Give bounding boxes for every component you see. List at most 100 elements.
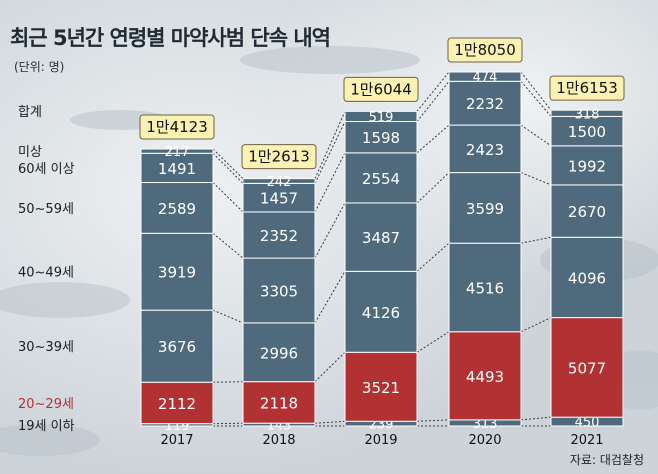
bar-segment-2017-30~39세 xyxy=(140,309,214,383)
connector-line xyxy=(416,124,450,154)
value-label: 1992 xyxy=(568,157,606,175)
value-label: 2670 xyxy=(568,203,606,221)
value-label: 5077 xyxy=(568,359,606,377)
x-tick-label: 2017 xyxy=(160,433,193,448)
value-label: 4516 xyxy=(466,279,504,297)
total-label: 1만2613 xyxy=(248,148,310,166)
bar-segment-2017-60세 이상 xyxy=(140,152,214,184)
connector-line xyxy=(416,172,450,204)
value-label: 1457 xyxy=(260,190,298,208)
connector-line xyxy=(212,309,244,324)
value-label: 2554 xyxy=(362,170,400,188)
value-label: 318 xyxy=(575,107,600,122)
connector-line xyxy=(520,416,552,421)
value-label: 2232 xyxy=(466,95,504,113)
value-label: 3919 xyxy=(158,264,196,282)
legend-label: 60세 이상 xyxy=(18,162,75,177)
value-label: 2352 xyxy=(260,227,298,245)
connector-line xyxy=(416,80,450,122)
value-label: 450 xyxy=(575,416,600,431)
value-label: 1598 xyxy=(362,129,400,147)
bar-segment-2019-40~49세 xyxy=(344,202,418,272)
value-label: 3676 xyxy=(158,338,196,356)
total-label: 1만6153 xyxy=(556,79,618,97)
connector-line xyxy=(212,152,244,184)
value-label: 3305 xyxy=(260,282,298,300)
value-label: 474 xyxy=(473,71,498,86)
bar-segment-2017-미상 xyxy=(140,148,214,154)
legend-label: 합계 xyxy=(18,105,42,120)
connector-line xyxy=(520,124,552,147)
bar-segment-2021-60세 이상 xyxy=(550,115,624,147)
bar-segment-2018-60세 이상 xyxy=(242,182,316,213)
total-label: 1만6044 xyxy=(350,80,412,98)
bar-segment-2021-미상 xyxy=(550,109,624,117)
bar-segment-2019-60세 이상 xyxy=(344,121,418,154)
bar-segment-2018-50~59세 xyxy=(242,211,316,259)
connector-line xyxy=(416,419,450,422)
bar-segment-2021-40~49세 xyxy=(550,184,624,238)
source-label: 자료: 대검찰청 xyxy=(569,453,644,467)
legend-label: 40~49세 xyxy=(18,266,74,281)
value-label: 1491 xyxy=(158,160,196,178)
value-label: 3521 xyxy=(362,379,400,397)
total-label: 1만8050 xyxy=(454,41,516,59)
value-label: 217 xyxy=(165,145,190,160)
total-box xyxy=(343,76,419,102)
x-tick-label: 2021 xyxy=(570,433,603,448)
connector-line xyxy=(520,236,552,244)
bar-segment-2021-20~29세 xyxy=(550,317,624,418)
value-label: 3599 xyxy=(466,200,504,218)
connector-line xyxy=(314,271,346,324)
legend-label: 50~59세 xyxy=(18,202,74,217)
connector-line xyxy=(212,232,244,259)
connector-line xyxy=(416,242,450,272)
bar-segment-2019-20~29세 xyxy=(344,351,418,422)
total-label: 1만4123 xyxy=(146,118,208,136)
bar-segment-2018-미상 xyxy=(242,178,316,184)
bar-segment-2020-미상 xyxy=(448,71,522,82)
bar-segment-2017-40~49세 xyxy=(140,232,214,311)
value-label: 2112 xyxy=(158,395,196,413)
connector-line xyxy=(212,182,244,213)
unit-label: (단위: 명) xyxy=(14,60,65,74)
connector-line xyxy=(314,111,346,179)
value-label: 2589 xyxy=(158,200,196,218)
legend-label: 미상 xyxy=(18,145,42,160)
total-box xyxy=(139,114,215,140)
connector-line xyxy=(416,71,450,112)
connector-line xyxy=(212,148,244,179)
legend-label: 30~39세 xyxy=(18,340,74,355)
bar-segment-2017-50~59세 xyxy=(140,182,214,234)
connector-line xyxy=(314,121,346,184)
legend-label: 20~29세 xyxy=(18,397,74,412)
bar-segment-2020-60세 이상 xyxy=(448,80,522,126)
value-label: 4493 xyxy=(466,368,504,386)
value-label: 242 xyxy=(267,175,292,190)
legend-label: 19세 이하 xyxy=(18,419,75,434)
value-label: 1500 xyxy=(568,123,606,141)
connector-line xyxy=(520,317,552,333)
bar-segment-2019-미상 xyxy=(344,110,418,123)
total-box xyxy=(447,37,523,63)
connector-line xyxy=(314,152,346,213)
connector-line xyxy=(212,381,244,383)
bar-segment-2018-30~39세 xyxy=(242,322,316,383)
total-box xyxy=(241,144,317,170)
bar-segment-2019-30~39세 xyxy=(344,270,418,353)
x-tick-label: 2019 xyxy=(364,433,397,448)
value-label: 2996 xyxy=(260,344,298,362)
bar-segment-2018-40~49세 xyxy=(242,257,316,324)
connector-line xyxy=(314,351,346,383)
value-label: 2423 xyxy=(466,141,504,159)
bar-segment-2021-30~39세 xyxy=(550,236,624,319)
value-label: 4126 xyxy=(362,304,400,322)
connector-line xyxy=(314,202,346,259)
total-box xyxy=(549,75,625,101)
bar-segment-2021-50~59세 xyxy=(550,145,624,186)
connector-line xyxy=(520,71,552,111)
chart-title: 최근 5년간 연령별 마약사범 단속 내역 xyxy=(10,26,331,50)
x-tick-label: 2018 xyxy=(262,433,295,448)
connector-line xyxy=(314,420,346,424)
